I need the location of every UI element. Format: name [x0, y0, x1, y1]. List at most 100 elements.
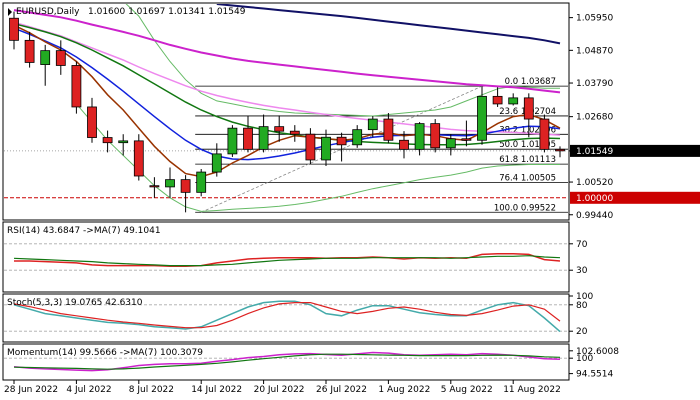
- fib-trend-line: [201, 85, 483, 213]
- main-panel-frame: [2, 2, 570, 221]
- bear-candle: [492, 95, 503, 105]
- fib-level-label: 38.2 1.02096: [499, 125, 556, 135]
- bear-candle: [102, 137, 113, 144]
- moving-average-ma_navy: [216, 4, 561, 45]
- bull-candle: [118, 140, 129, 144]
- time-axis-label: 5 Aug 2022: [441, 385, 493, 395]
- bear-candle: [289, 130, 300, 135]
- indicator-title: RSI(14) 43.6847 ->MA(7) 49.1041: [7, 226, 161, 236]
- bear-candle: [523, 97, 534, 120]
- time-axis-label: 4 Jul 2022: [66, 385, 111, 395]
- stoch-panel-frame: [2, 293, 570, 343]
- bear-candle: [539, 118, 550, 150]
- current-price-tag: 1.01549: [570, 144, 700, 157]
- indicator-axis-label: 20: [576, 327, 588, 337]
- indicator-axis-label: 100: [576, 292, 593, 302]
- indicator-axis-label: 102.6008: [576, 347, 619, 357]
- indicator-line-rsi_ma: [13, 255, 561, 267]
- parity-label: 1.00000: [576, 194, 613, 204]
- bull-candle: [367, 118, 378, 131]
- time-axis-label: 20 Jul 2022: [254, 385, 305, 395]
- sub-plot-area: [4, 351, 568, 372]
- bull-candle: [258, 126, 269, 150]
- moving-average-ma_green: [13, 22, 561, 146]
- momentum-panel-frame: [2, 343, 570, 381]
- rsi-panel: RSI(14) 43.6847 ->MA(7) 49.1041: [4, 226, 568, 271]
- bull-candle: [414, 123, 425, 150]
- sub-plot-area: [4, 243, 568, 271]
- indicator-axis-label: 80: [576, 301, 588, 311]
- moving-average-ma_blue: [13, 27, 561, 161]
- indicator-axis-label: 30: [576, 266, 588, 276]
- bull-candle: [508, 97, 519, 105]
- indicator-title: Stoch(5,3,3) 19.0765 42.6310: [7, 298, 143, 308]
- bollinger-upper-line: [125, 4, 560, 117]
- symbol-header: EURUSD,Daily 1.01600 1.01697 1.01341 1.0…: [8, 7, 246, 17]
- time-axis-label: 28 Jun 2022: [4, 385, 58, 395]
- sub-plot-area: [4, 300, 568, 333]
- fib-level-label: 76.4 1.00505: [499, 174, 556, 184]
- bear-candle: [180, 179, 191, 193]
- fib-level-label: 100.0 0.99522: [494, 203, 556, 213]
- price-axis-label: 1.03790: [576, 79, 613, 89]
- momentum-panel: Momentum(14) 99.5666 ->MA(7) 100.3079: [4, 348, 568, 372]
- indicator-axis-label: 94.5514: [576, 370, 613, 380]
- bear-candle: [55, 50, 66, 66]
- bear-candle: [336, 136, 347, 146]
- fib-level-label: 61.8 1.01113: [499, 155, 556, 165]
- time-axis-label: 1 Aug 2022: [378, 385, 430, 395]
- bull-candle: [477, 95, 487, 141]
- moving-average-ma_magenta: [13, 9, 561, 94]
- time-axis-label: 14 Jul 2022: [191, 385, 242, 395]
- bear-candle: [149, 185, 160, 188]
- axis-labels: 1.05950 1.04870 1.03790 1.02680 1.01549 1.005…: [4, 14, 619, 395]
- stoch-panel: Stoch(5,3,3) 19.0765 42.6310: [4, 298, 568, 333]
- time-axis-label: 26 Jul 2022: [316, 385, 367, 395]
- indicator-line-stoch_sig: [13, 302, 561, 329]
- bear-candle: [555, 148, 565, 152]
- bull-candle: [352, 129, 363, 146]
- indicator-axis-label: 100: [576, 354, 593, 364]
- rsi-panel-frame: [2, 221, 570, 293]
- bear-candle: [305, 133, 316, 161]
- bull-candle: [196, 171, 207, 193]
- time-axis-label: 11 Aug 2022: [503, 385, 561, 395]
- bear-candle: [274, 126, 285, 132]
- bear-candle: [24, 39, 35, 63]
- fib-level-label: 0.0 1.03687: [505, 77, 556, 87]
- bear-candle: [87, 106, 97, 138]
- symbol-title: EURUSD,Daily: [16, 7, 80, 17]
- moving-average-ma_pink: [13, 21, 561, 136]
- bear-candle: [461, 138, 472, 141]
- price-axis-label: 1.04870: [576, 46, 613, 56]
- bull-candle: [165, 179, 175, 188]
- parity-tag: 1.00000: [570, 191, 700, 204]
- bull-candle: [445, 138, 456, 149]
- bear-candle: [383, 118, 394, 141]
- bear-candle: [430, 123, 441, 149]
- time-axis-label: 8 Jul 2022: [129, 385, 174, 395]
- current-price-label: 1.01549: [576, 147, 613, 157]
- price-axis-label: 0.99440: [576, 211, 613, 221]
- collapse-triangle-icon[interactable]: [8, 8, 12, 16]
- indicator-line-mom_ma: [13, 353, 561, 370]
- indicator-line-mom: [13, 351, 561, 372]
- bear-candle: [133, 140, 144, 177]
- bull-candle: [211, 153, 222, 173]
- bull-candle: [40, 50, 51, 65]
- bear-candle: [9, 17, 19, 41]
- ohlc-values: 1.01600 1.01697 1.01341 1.01549: [88, 7, 246, 17]
- price-axis-label: 1.05950: [576, 14, 613, 24]
- bull-candle: [227, 127, 238, 155]
- fib-level-label: 50.0 1.01605: [499, 140, 556, 150]
- bear-candle: [243, 127, 253, 150]
- price-axis-label: 1.00520: [576, 178, 613, 188]
- price-axis-label: 1.02680: [576, 113, 613, 123]
- bear-candle: [71, 65, 82, 108]
- bollinger-lower-line: [76, 103, 560, 212]
- bear-candle: [399, 139, 409, 150]
